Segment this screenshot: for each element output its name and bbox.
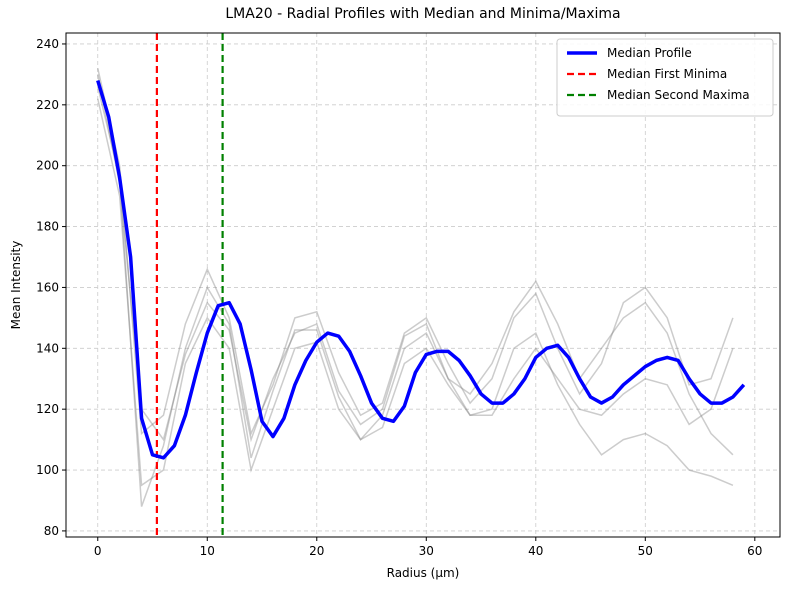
median-line	[96, 79, 746, 460]
y-tick-label: 240	[36, 37, 59, 51]
y-axis-label: Mean Intensity	[9, 241, 23, 330]
x-axis-label: Radius (µm)	[387, 566, 460, 580]
x-tick-label: 50	[638, 544, 653, 558]
x-tick-label: 0	[94, 544, 102, 558]
x-tick-label: 30	[419, 544, 434, 558]
legend-label: Median First Minima	[607, 67, 727, 81]
plot-frame	[65, 32, 781, 538]
y-tick-label: 140	[36, 341, 59, 355]
x-tick-label: 40	[528, 544, 543, 558]
y-tick-label: 200	[36, 159, 59, 173]
chart-title: LMA20 - Radial Profiles with Median and …	[225, 6, 620, 22]
y-tick-label: 120	[36, 402, 59, 416]
profile-line	[97, 68, 734, 437]
y-tick-label: 180	[36, 220, 59, 234]
x-tick-label: 10	[200, 544, 215, 558]
legend-label: Median Profile	[607, 46, 692, 60]
profile-line	[97, 98, 734, 487]
y-tick-label: 160	[36, 280, 59, 294]
x-tick-label: 20	[309, 544, 324, 558]
legend-label: Median Second Maxima	[607, 88, 750, 102]
profile-line	[97, 86, 734, 507]
x-tick-label: 60	[747, 544, 762, 558]
legend-box	[556, 38, 774, 117]
profile-line	[97, 74, 734, 456]
y-tick-label: 80	[44, 524, 59, 538]
y-tick-label: 220	[36, 98, 59, 112]
y-tick-label: 100	[36, 463, 59, 477]
